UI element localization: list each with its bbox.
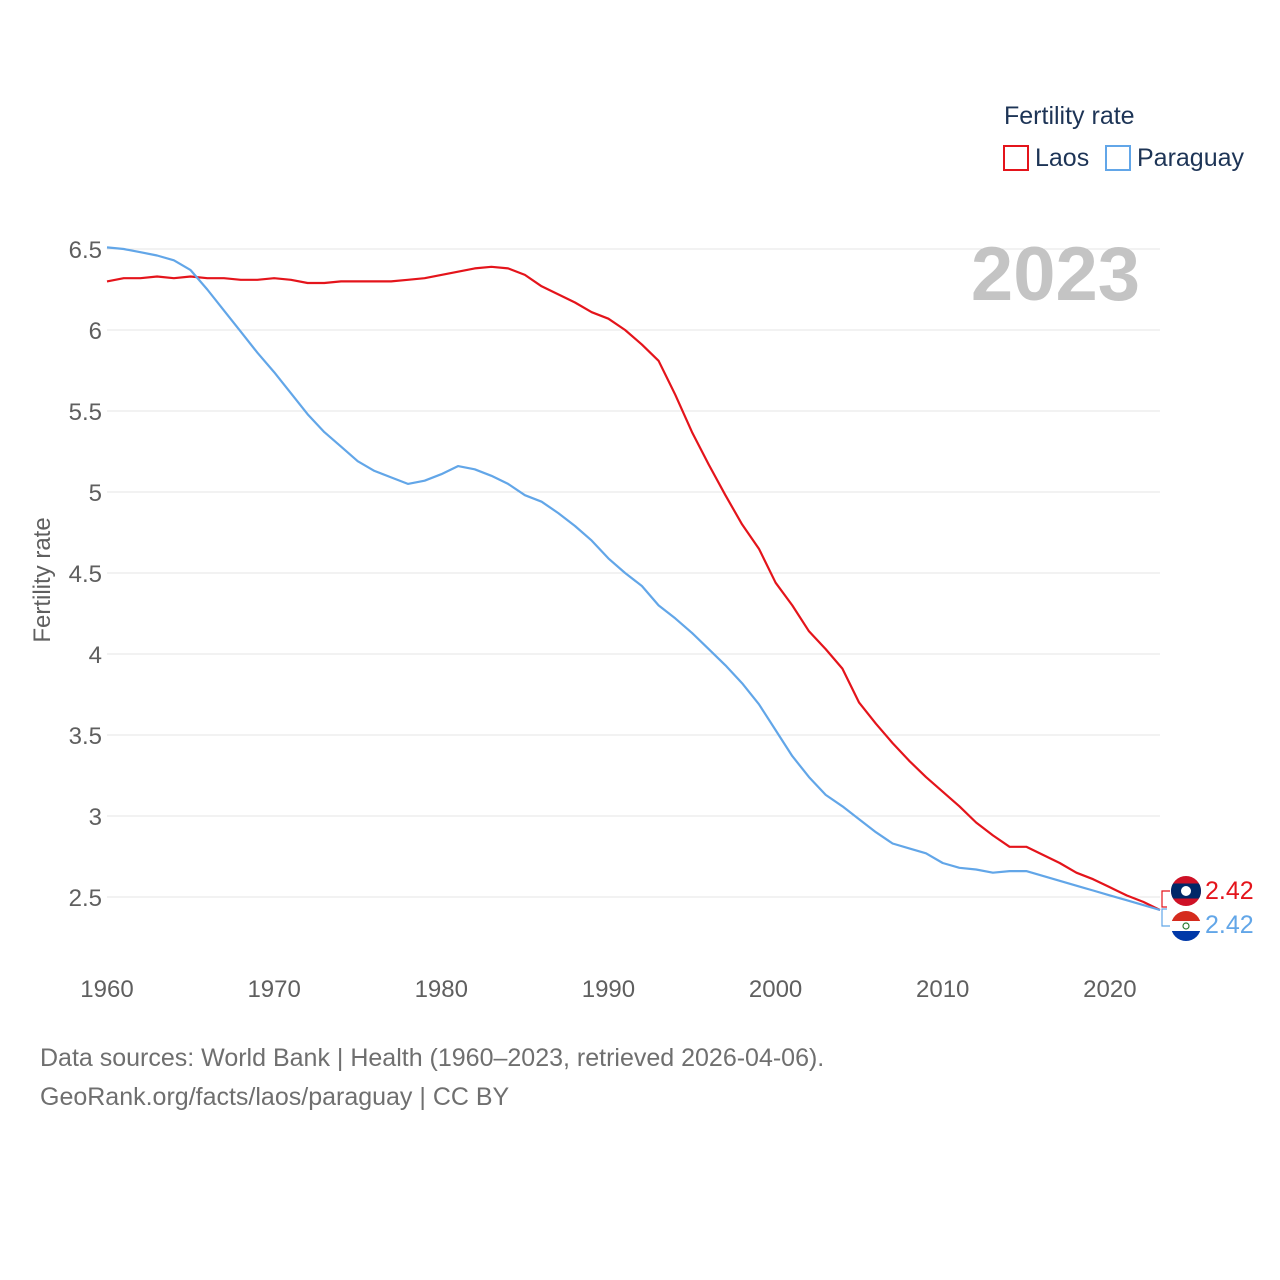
y-tick-label: 5.5	[69, 399, 102, 426]
x-axis-ticks: 1960 1970 1980 1990 2000 2010 2020	[80, 976, 1136, 1003]
legend-label-paraguay: Paraguay	[1137, 144, 1245, 172]
x-tick-label: 1990	[582, 976, 635, 1003]
x-tick-label: 2000	[749, 976, 802, 1003]
x-tick-label: 1970	[247, 976, 300, 1003]
laos-end-value: 2.42	[1205, 877, 1254, 905]
legend-title: Fertility rate	[1004, 102, 1135, 130]
y-tick-label: 3.5	[69, 723, 102, 750]
laos-end-connector	[1161, 890, 1170, 908]
footer-data-source: Data sources: World Bank | Health (1960–…	[40, 1044, 825, 1072]
y-tick-label: 5	[89, 480, 102, 507]
paraguay-end-value: 2.42	[1205, 911, 1254, 939]
legend-swatch-paraguay	[1105, 145, 1131, 171]
x-tick-label: 1980	[415, 976, 468, 1003]
legend-swatch-laos	[1003, 145, 1029, 171]
y-axis-title: Fertility rate	[29, 517, 56, 642]
gridlines	[107, 248, 1160, 898]
y-tick-label: 6	[89, 318, 102, 345]
y-tick-label: 4.5	[69, 561, 102, 588]
y-axis-ticks: 2.5 3 3.5 4 4.5 5 5.5 6 6.5	[69, 237, 102, 912]
series-lines	[106, 246, 1161, 912]
footer-source-link[interactable]: GeoRank.org/facts/laos/paraguay | CC BY	[40, 1083, 510, 1111]
paraguay-flag-icon	[1171, 911, 1201, 941]
y-tick-label: 4	[89, 642, 102, 669]
paraguay-end-connector	[1161, 908, 1170, 927]
legend-item-paraguay[interactable]: Paraguay	[1105, 144, 1245, 172]
y-tick-label: 2.5	[69, 885, 102, 912]
series-line-paraguay	[106, 246, 1161, 912]
series-line-laos	[106, 265, 1161, 911]
y-tick-label: 6.5	[69, 237, 102, 264]
x-tick-label: 2010	[916, 976, 969, 1003]
x-tick-label: 1960	[80, 976, 133, 1003]
x-tick-label: 2020	[1083, 976, 1136, 1003]
laos-flag-icon	[1171, 876, 1201, 906]
legend-label-laos: Laos	[1035, 144, 1089, 172]
y-tick-label: 3	[89, 804, 102, 831]
year-label: 2023	[971, 232, 1140, 317]
legend-item-laos[interactable]: Laos	[1003, 144, 1089, 172]
